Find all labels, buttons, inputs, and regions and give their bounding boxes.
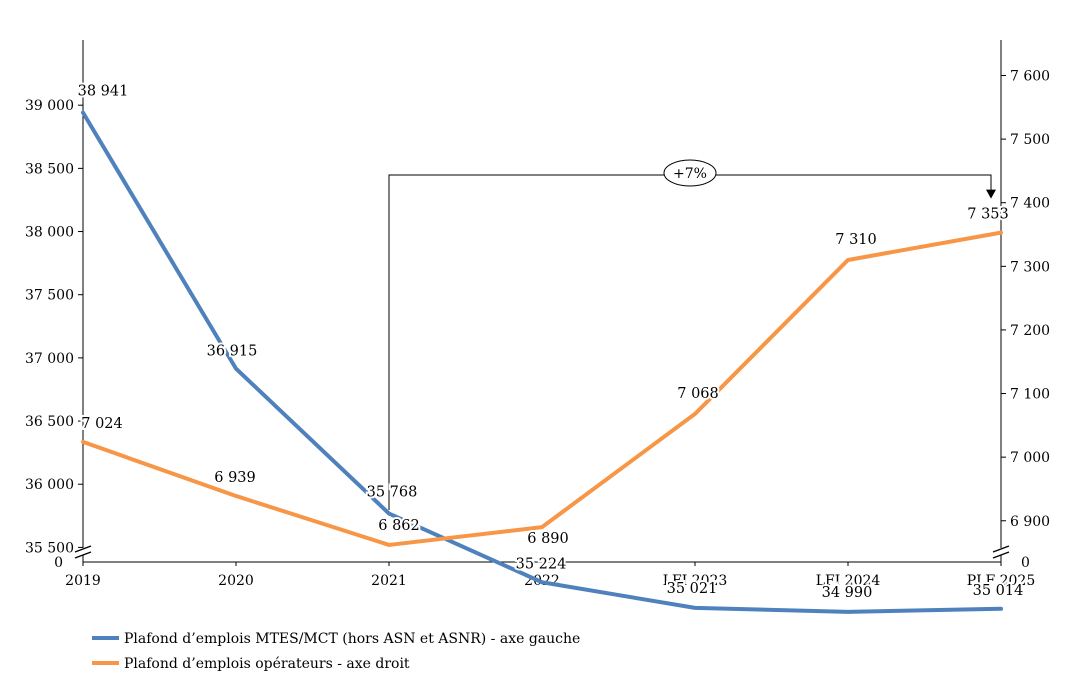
data-label-operateurs: 7 068: [677, 386, 719, 402]
data-label-mtes: 36 915: [207, 344, 258, 360]
right-tick-label: 7 400: [1010, 196, 1050, 212]
annotation-label: +7%: [673, 166, 707, 182]
right-tick-label: 7 300: [1010, 259, 1050, 275]
right-tick-label: 7 100: [1010, 387, 1050, 403]
x-tick-label: 2021: [371, 573, 407, 589]
right-zero-label: 0: [1021, 555, 1030, 571]
left-axis-break-icon: [74, 545, 92, 559]
x-tick-label: PLF 2025: [967, 573, 1036, 589]
data-label-mtes: 35 014: [973, 583, 1024, 599]
left-tick-label: 39 000: [25, 98, 74, 114]
left-tick-label: 35 500: [25, 540, 74, 556]
left-tick-label: 36 500: [25, 414, 74, 430]
x-tick-label: LFI 2024: [816, 573, 881, 589]
left-tick-label: 37 500: [25, 288, 74, 304]
legend: Plafond d’emplois MTES/MCT (hors ASN et …: [92, 631, 580, 672]
data-label-operateurs: 7 353: [967, 207, 1009, 223]
right-tick-label: 7 500: [1010, 132, 1050, 148]
data-label-mtes: 35 224: [516, 556, 567, 572]
data-label-operateurs: 6 939: [214, 470, 256, 486]
annotation-bracket: [388, 174, 992, 510]
data-label-mtes: 34 990: [822, 585, 873, 601]
right-tick-label: 6 900: [1010, 514, 1050, 530]
data-label-operateurs: 7 310: [835, 232, 877, 248]
data-labels: 38 941 36 915 35 768 35 224 35 021 34 990 35 0…: [76, 82, 1026, 603]
series-line-operateurs: [81, 230, 1003, 547]
right-tick-label: 7 000: [1010, 450, 1050, 466]
left-zero-label: 0: [54, 555, 63, 571]
legend-label-operateurs: Plafond d’emplois opérateurs - axe droit: [124, 656, 410, 672]
growth-annotation: +7%: [388, 159, 996, 510]
x-tick-label: 2019: [65, 573, 101, 589]
legend-label-mtes: Plafond d’emplois MTES/MCT (hors ASN et …: [124, 631, 580, 647]
x-tick-label: LFI 2023: [663, 573, 728, 589]
annotation-arrow-icon: [986, 189, 996, 199]
data-label-operateurs: 6 890: [527, 531, 569, 547]
left-tick-label: 38 500: [25, 161, 74, 177]
data-label-mtes: 35 021: [667, 581, 718, 597]
right-tick-label: 7 600: [1010, 69, 1050, 85]
data-label-operateurs: 6 862: [378, 518, 420, 534]
series-line-mtes: [81, 110, 1003, 614]
left-tick-label: 36 000: [25, 477, 74, 493]
data-label-operateurs: 7 024: [81, 416, 123, 432]
data-label-mtes: 38 941: [78, 84, 129, 100]
series-lines: [81, 110, 1003, 614]
left-tick-label: 38 000: [25, 225, 74, 241]
annotation-ellipse: [663, 159, 717, 187]
right-axis-break-icon: [992, 545, 1010, 559]
data-label-mtes: 35 768: [367, 485, 418, 501]
left-tick-label: 37 000: [25, 351, 74, 367]
axes: 35 500 36 000 36 500 37 000 37 500 38 000 38 5…: [25, 40, 1050, 589]
right-tick-label: 7 200: [1010, 323, 1050, 339]
x-tick-label: 2020: [218, 573, 254, 589]
